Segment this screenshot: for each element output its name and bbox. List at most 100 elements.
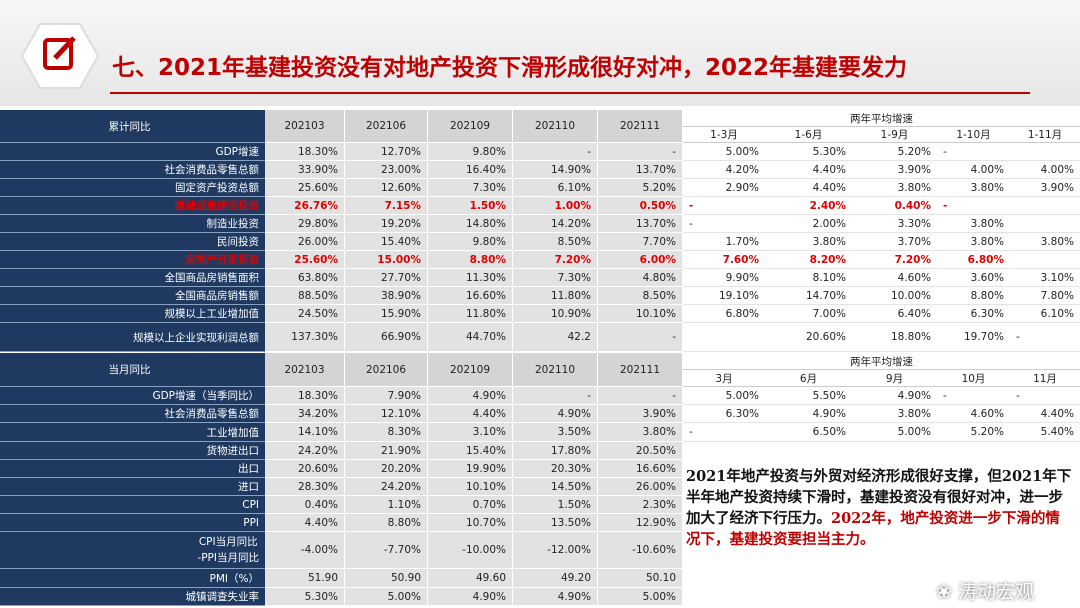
avg-cell: -	[683, 215, 765, 233]
avg-cell: 6.80%	[937, 251, 1010, 269]
note-emphasis: 2022年，地产投资进一步下滑的情况下，基建投资要担当主力。	[686, 510, 1060, 548]
value-cell: 25.60%	[265, 251, 345, 269]
avg-cell: 5.00%	[683, 387, 765, 405]
value-cell: -	[513, 387, 598, 405]
value-cell: 26.00%	[598, 478, 683, 496]
row-label: GDP增速（当季同比）	[0, 387, 265, 405]
avg-cell: 3.80%	[1010, 233, 1080, 251]
title: 七、2021年基建投资没有对地产投资下滑形成很好对冲，2022年基建要发力	[112, 55, 908, 81]
value-cell: 42.2	[513, 323, 598, 352]
corner-header: 当月同比	[0, 353, 265, 387]
avg-period-header: 1-9月	[852, 127, 937, 143]
avg-cell: 4.40%	[765, 179, 852, 197]
value-cell: 12.90%	[598, 514, 683, 532]
value-cell: 10.10%	[428, 478, 513, 496]
value-cell: 49.20	[513, 569, 598, 588]
value-cell: 4.90%	[513, 588, 598, 606]
avg-cell: 2.90%	[683, 179, 765, 197]
value-cell: 5.20%	[598, 179, 683, 197]
value-cell: 10.90%	[513, 305, 598, 323]
avg-title: 两年平均增速	[683, 110, 1080, 127]
avg-cell: 5.00%	[683, 143, 765, 161]
note-text: 2021年地产投资与外贸对经济形成很好支撑，但2021年下半年地产投资持续下滑时…	[686, 468, 1072, 527]
avg-cell: 7.60%	[683, 251, 765, 269]
value-cell: 8.80%	[345, 514, 428, 532]
period-header: 202111	[598, 110, 683, 143]
value-cell: 49.60	[428, 569, 513, 588]
value-cell: -	[513, 143, 598, 161]
value-cell: 4.90%	[428, 387, 513, 405]
avg-cell: 8.80%	[937, 287, 1010, 305]
avg-cell: 4.90%	[765, 405, 852, 423]
avg-cell: 3.90%	[1010, 179, 1080, 197]
value-cell: 7.30%	[428, 179, 513, 197]
avg-cell: 3.80%	[937, 233, 1010, 251]
avg-cell: 6.80%	[683, 305, 765, 323]
value-cell: 16.60%	[598, 460, 683, 478]
value-cell: 26.76%	[265, 197, 345, 215]
avg-cell: 7.00%	[765, 305, 852, 323]
value-cell: 5.00%	[598, 588, 683, 606]
avg-cell: 10.00%	[852, 287, 937, 305]
period-header: 202110	[513, 110, 598, 143]
avg-cell: 6.30%	[937, 305, 1010, 323]
row-label: PMI（%）	[0, 569, 265, 588]
avg-cell	[683, 323, 765, 352]
value-cell: 24.50%	[265, 305, 345, 323]
avg-cell: 5.20%	[852, 143, 937, 161]
avg-cell: 6.50%	[765, 423, 852, 442]
avg-cell: 0.40%	[852, 197, 937, 215]
value-cell: 1.10%	[345, 496, 428, 514]
value-cell: 24.20%	[345, 478, 428, 496]
row-label: 基础设施建设投资	[0, 197, 265, 215]
row-label: 固定资产投资总额	[0, 179, 265, 197]
value-cell: 15.00%	[345, 251, 428, 269]
avg-title: 两年平均增速	[683, 353, 1080, 370]
row-label: GDP增速	[0, 143, 265, 161]
value-cell: 50.10	[598, 569, 683, 588]
value-cell: 28.30%	[265, 478, 345, 496]
value-cell: 24.20%	[265, 442, 345, 460]
value-cell: 50.90	[345, 569, 428, 588]
avg-cell: 9.90%	[683, 269, 765, 287]
avg-cell: 4.60%	[937, 405, 1010, 423]
value-cell: 8.80%	[428, 251, 513, 269]
value-cell: 137.30%	[265, 323, 345, 352]
row-label: 货物进出口	[0, 442, 265, 460]
value-cell: 7.15%	[345, 197, 428, 215]
row-label: 民间投资	[0, 233, 265, 251]
avg-cell: 3.30%	[852, 215, 937, 233]
avg-cell: 3.80%	[852, 405, 937, 423]
value-cell: 1.50%	[513, 496, 598, 514]
row-label: 房地产开发投资	[0, 251, 265, 269]
avg-cell: 5.40%	[1010, 423, 1080, 442]
avg-cell: -	[937, 197, 1010, 215]
period-header: 202103	[265, 110, 345, 143]
value-cell: 5.00%	[345, 588, 428, 606]
row-label: 出口	[0, 460, 265, 478]
avg-cell: 4.00%	[1010, 161, 1080, 179]
value-cell: 1.00%	[513, 197, 598, 215]
avg-cell: -	[937, 387, 1010, 405]
value-cell: 11.80%	[513, 287, 598, 305]
value-cell: 29.80%	[265, 215, 345, 233]
value-cell: 10.10%	[598, 305, 683, 323]
value-cell: 8.50%	[513, 233, 598, 251]
row-label: CPI	[0, 496, 265, 514]
value-cell: 14.80%	[428, 215, 513, 233]
value-cell: 18.30%	[265, 143, 345, 161]
value-cell: 34.20%	[265, 405, 345, 423]
value-cell: 14.20%	[513, 215, 598, 233]
row-label: 工业增加值	[0, 423, 265, 442]
avg-cell	[1010, 215, 1080, 233]
avg-period-header: 3月	[683, 370, 765, 387]
avg-period-header: 6月	[765, 370, 852, 387]
corner-header: 累计同比	[0, 110, 265, 143]
value-cell: 0.50%	[598, 197, 683, 215]
watermark: ❀ 涛动宏观	[936, 581, 1034, 603]
value-cell: -7.70%	[345, 532, 428, 569]
value-cell: -	[598, 387, 683, 405]
value-cell: 27.70%	[345, 269, 428, 287]
row-label: 规模以上企业实现利润总额	[0, 323, 265, 352]
